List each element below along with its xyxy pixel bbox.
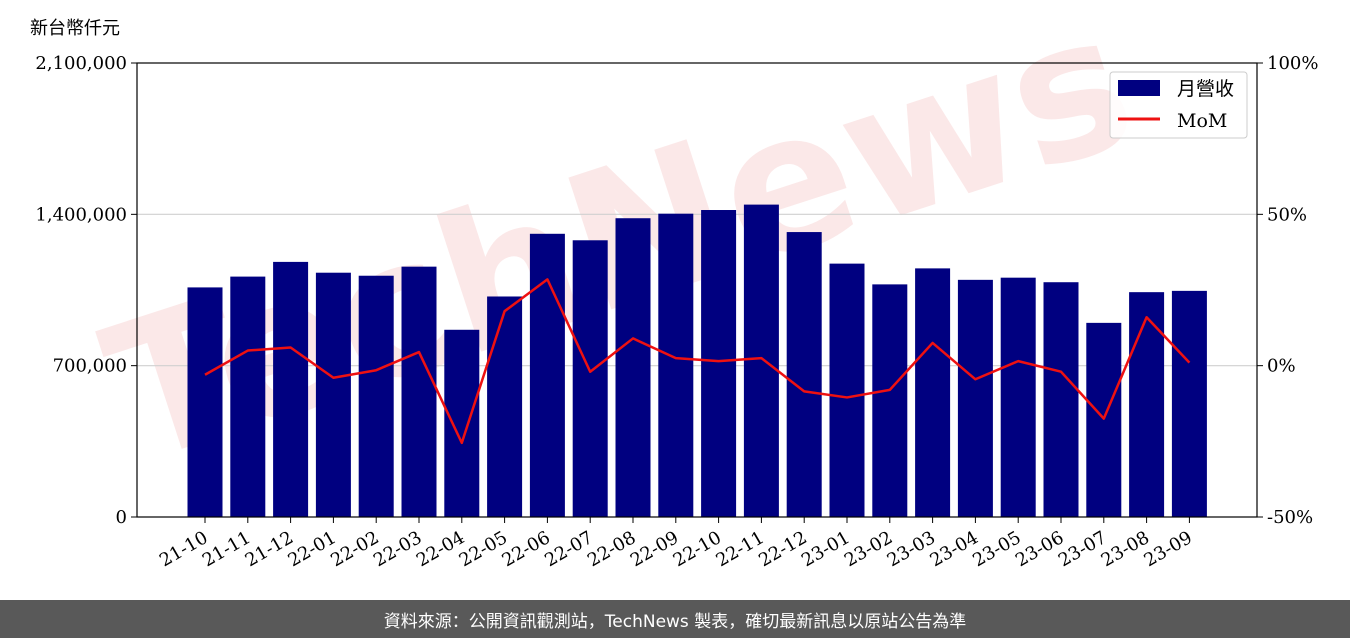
left-tick-label: 0 — [116, 507, 127, 528]
bar-22-01 — [315, 272, 351, 517]
right-tick-label: -50% — [1267, 507, 1313, 528]
x-tick-label: 22-05 — [456, 527, 511, 571]
right-axis-ticks: -50% 0% 50% 100% — [1257, 53, 1318, 528]
x-tick-label: 21-12 — [242, 527, 297, 571]
footer-source-note: 資料來源：公開資訊觀測站，TechNews 製表，確切最新訊息以原站公告為準 — [0, 600, 1350, 638]
bar-22-03 — [401, 266, 437, 517]
x-tick-label: 21-11 — [199, 527, 254, 571]
left-tick-label: 2,100,000 — [35, 53, 127, 74]
bar-23-02 — [872, 284, 908, 517]
left-tick-label: 700,000 — [53, 356, 127, 377]
x-tick-label: 23-04 — [926, 527, 981, 571]
x-tick-label: 22-12 — [755, 527, 810, 571]
left-axis-ticks: 0 700,000 1,400,000 2,100,000 — [35, 53, 137, 528]
bar-22-10 — [701, 210, 737, 517]
bar-23-09 — [1171, 290, 1207, 517]
legend: 月營收 MoM — [1109, 71, 1248, 139]
legend-label-mom: MoM — [1177, 110, 1227, 132]
x-tick-label: 22-10 — [670, 527, 725, 571]
x-tick-label: 22-09 — [627, 527, 682, 571]
y-axis-unit-label: 新台幣仟元 — [30, 18, 120, 39]
x-tick-label: 22-01 — [284, 527, 339, 571]
bar-23-03 — [915, 268, 951, 517]
bar-22-12 — [786, 232, 822, 517]
legend-swatch-revenue — [1118, 80, 1160, 96]
right-tick-label: 100% — [1267, 53, 1318, 74]
x-tick-label: 23-02 — [841, 527, 896, 571]
x-tick-label: 22-06 — [498, 527, 553, 571]
right-tick-label: 50% — [1267, 204, 1307, 225]
left-tick-label: 1,400,000 — [35, 204, 127, 225]
plot-frame — [136, 62, 1258, 518]
x-tick-label: 22-04 — [413, 527, 468, 571]
bar-21-10 — [187, 287, 223, 517]
mom-line — [204, 278, 1191, 445]
bar-23-07 — [1086, 322, 1122, 517]
bar-23-05 — [1000, 277, 1036, 517]
bar-23-08 — [1129, 292, 1165, 517]
x-tick-label: 22-11 — [712, 527, 767, 571]
bar-22-11 — [743, 204, 779, 517]
x-tick-label: 23-07 — [1055, 527, 1110, 571]
bar-22-07 — [572, 240, 608, 517]
x-tick-label: 22-07 — [541, 527, 596, 571]
bar-23-04 — [957, 279, 993, 517]
bar-series — [187, 204, 1207, 518]
bar-22-06 — [529, 233, 565, 518]
bar-22-02 — [358, 275, 394, 517]
mom-line-series — [204, 278, 1191, 445]
x-axis-ticks: 21-1021-1121-1222-0122-0222-0322-0422-05… — [156, 517, 1196, 571]
bar-21-12 — [273, 261, 309, 517]
bar-22-08 — [615, 218, 651, 517]
x-tick-label: 22-03 — [370, 527, 425, 571]
x-tick-label: 23-05 — [969, 527, 1024, 571]
bar-23-01 — [829, 263, 865, 517]
right-tick-label: 0% — [1267, 356, 1296, 377]
x-tick-label: 23-01 — [798, 527, 853, 571]
x-tick-label: 21-10 — [156, 527, 211, 571]
x-tick-label: 23-06 — [1012, 527, 1067, 571]
bar-22-04 — [444, 329, 480, 517]
bar-22-05 — [487, 296, 523, 517]
x-tick-label: 23-08 — [1098, 527, 1153, 571]
bar-22-09 — [658, 213, 694, 518]
x-tick-label: 22-02 — [327, 527, 382, 571]
bar-21-11 — [230, 276, 266, 517]
x-tick-label: 23-03 — [884, 527, 939, 571]
x-tick-label: 23-09 — [1140, 527, 1195, 571]
legend-label-revenue: 月營收 — [1177, 78, 1234, 100]
bar-23-06 — [1043, 282, 1079, 517]
x-tick-label: 22-08 — [584, 527, 639, 571]
